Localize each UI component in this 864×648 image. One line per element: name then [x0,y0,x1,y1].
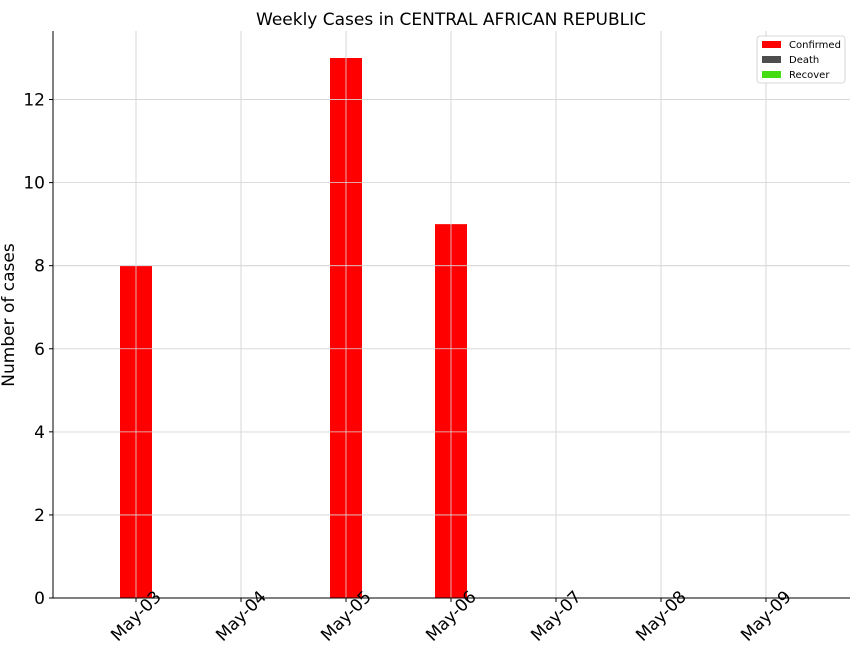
legend-label-recover: Recover [789,70,830,81]
bars [53,31,850,599]
y-tick-label: 0 [34,589,45,609]
y-axis-label: Number of cases [0,243,19,387]
y-tick-label: 6 [34,340,45,360]
y-tick-label: 10 [23,174,45,194]
y-tick-labels: 0 2 4 6 8 10 12 [23,91,53,609]
x-tick-label: May-04 [212,587,270,645]
legend-label-death: Death [789,55,819,66]
y-tick-label: 8 [34,257,45,277]
x-tick-label: May-08 [632,587,690,645]
x-tick-label: May-09 [737,587,795,645]
legend-swatch-death [762,56,781,63]
legend-swatch-recover [762,71,781,78]
chart-title: Weekly Cases in CENTRAL AFRICAN REPUBLIC [256,10,646,30]
y-tick-label: 2 [34,506,45,526]
x-tick-label: May-07 [527,587,585,645]
legend-label-confirmed: Confirmed [789,40,841,51]
y-tick-label: 12 [23,91,45,111]
y-tick-label: 4 [34,423,45,443]
legend-swatch-confirmed [762,41,781,48]
legend: Confirmed Death Recover [756,35,846,84]
